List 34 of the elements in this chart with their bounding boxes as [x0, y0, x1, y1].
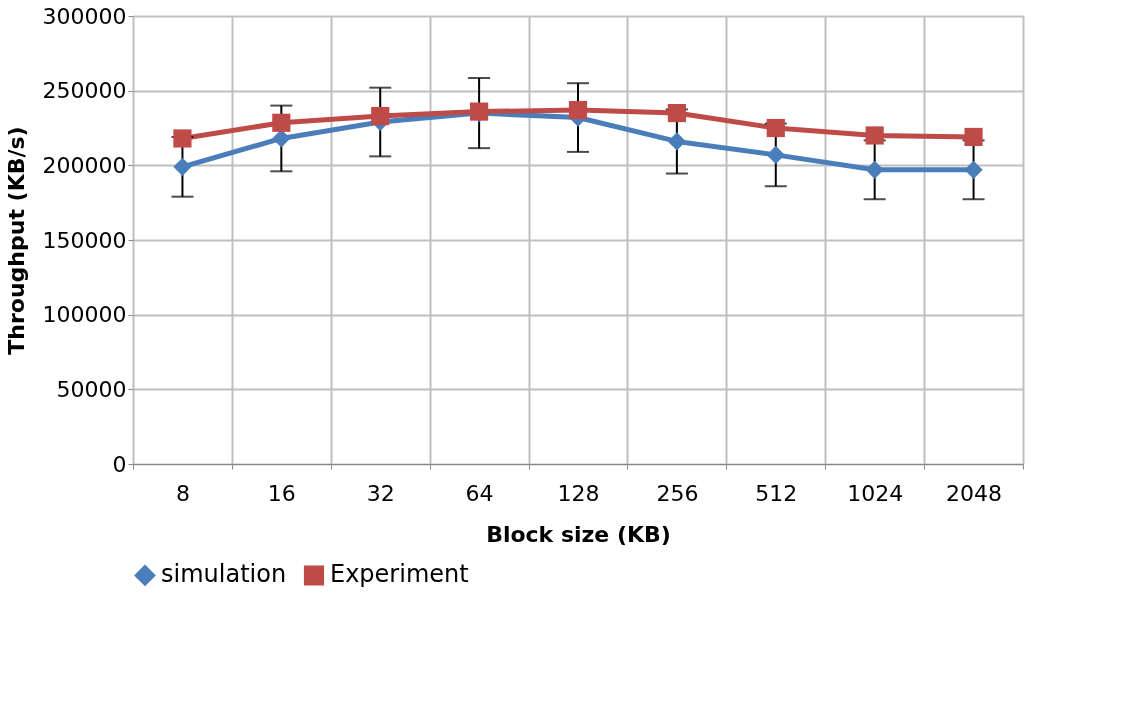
- y-tick-label: 100000: [42, 302, 127, 328]
- y-tick-label: 300000: [42, 3, 127, 29]
- y-tick-label: 150000: [42, 227, 127, 253]
- x-tick-label: 512: [755, 480, 798, 506]
- point: [173, 129, 192, 148]
- point: [964, 160, 983, 179]
- point: [568, 101, 588, 120]
- x-tick-label: 256: [656, 480, 699, 506]
- y-tick-label: 200000: [42, 152, 127, 178]
- point: [865, 126, 884, 145]
- point: [964, 127, 983, 147]
- x-axis-title: Block size (KB): [486, 521, 671, 547]
- y-tick-label: 0: [112, 451, 127, 477]
- x-tick-label: 32: [366, 480, 395, 506]
- legend-label: simulation: [161, 560, 287, 589]
- x-tick-label: 16: [267, 480, 296, 506]
- point: [766, 118, 785, 138]
- point: [173, 157, 192, 176]
- y-axis-title: Throughput (KB/s): [3, 126, 29, 355]
- legend-label: Experiment: [330, 560, 469, 589]
- point: [667, 132, 686, 151]
- point: [371, 106, 390, 126]
- y-tick-label: 50000: [56, 376, 127, 402]
- x-tick-label: 64: [465, 480, 494, 506]
- point: [667, 103, 686, 123]
- x-tick-label: 1024: [847, 480, 904, 506]
- y-tick-label: 250000: [42, 78, 127, 104]
- x-tick-label: 2048: [946, 480, 1003, 506]
- x-tick-label: 128: [557, 480, 600, 506]
- point: [272, 129, 291, 148]
- x-tick-label: 8: [175, 480, 190, 506]
- point: [865, 160, 884, 179]
- point: [272, 113, 291, 132]
- point: [766, 145, 785, 164]
